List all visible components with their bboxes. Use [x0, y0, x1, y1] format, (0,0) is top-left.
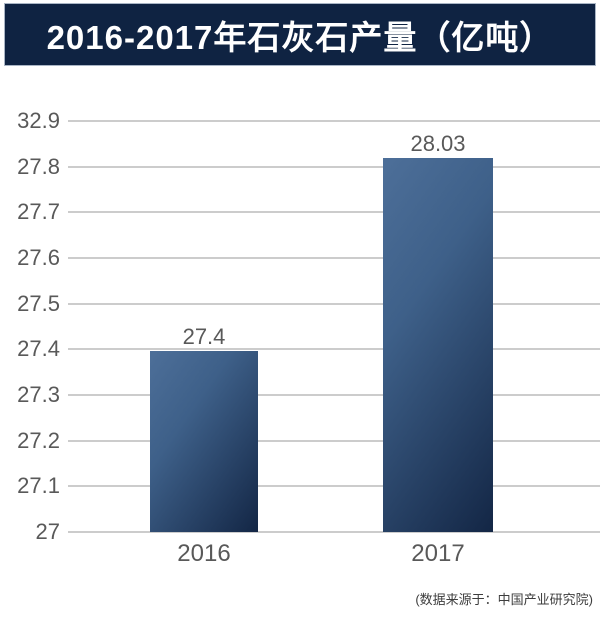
y-axis-tick-label: 27.7	[17, 199, 60, 224]
y-axis-tick-label: 27.1	[17, 473, 60, 498]
gridline	[68, 348, 600, 350]
bar-2016	[150, 351, 258, 532]
gridline	[68, 211, 600, 213]
y-axis-tick-label: 27.5	[17, 291, 60, 316]
y-axis-tick-label: 27.3	[17, 382, 60, 407]
y-axis-tick-label: 27.6	[17, 245, 60, 270]
x-axis-label: 2016	[177, 540, 231, 567]
gridline	[68, 394, 600, 396]
gridline	[68, 531, 600, 533]
gridline	[68, 303, 600, 305]
gridline	[68, 257, 600, 259]
x-axis-label: 2017	[411, 540, 465, 567]
chart-title-banner: 2016-2017年石灰石产量（亿吨）	[4, 3, 596, 66]
y-axis-tick-label: 27.2	[17, 428, 60, 453]
gridline	[68, 485, 600, 487]
data-source-note: (数据来源于：中国产业研究院)	[415, 592, 593, 607]
y-axis-tick-label: 32.9	[17, 108, 60, 133]
gridline	[68, 440, 600, 442]
y-axis-tick-label: 27	[35, 519, 60, 544]
gridline	[68, 120, 600, 122]
bar-value-label: 28.03	[410, 131, 466, 156]
y-axis-tick-label: 27.4	[17, 336, 60, 361]
bar-value-label: 27.4	[182, 324, 226, 349]
y-axis-tick-label: 27.8	[17, 154, 60, 179]
bar-2017	[383, 158, 493, 532]
gridline	[68, 166, 600, 168]
chart-title: 2016-2017年石灰石产量（亿吨）	[46, 18, 554, 56]
